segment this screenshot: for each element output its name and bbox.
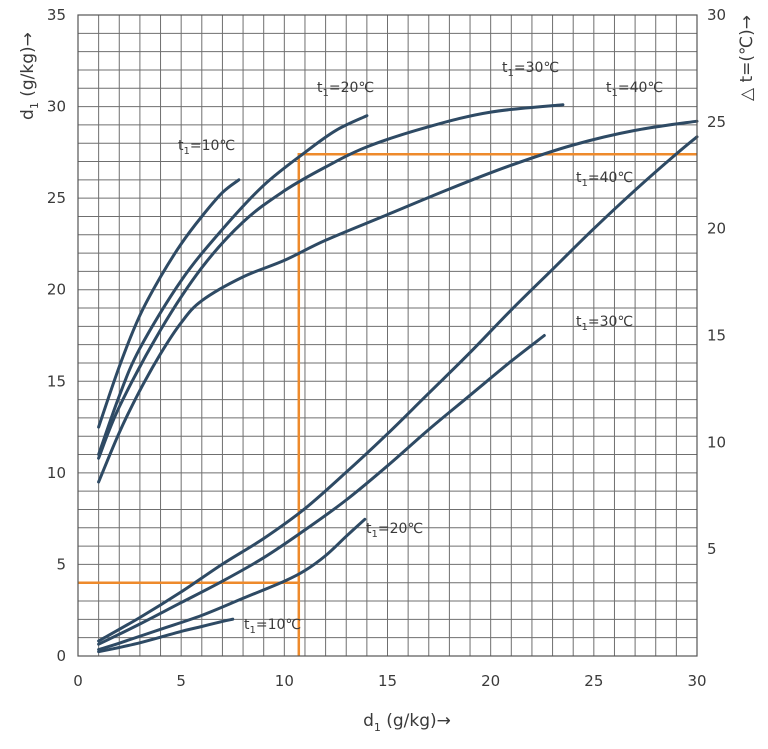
series-line-7 xyxy=(97,135,699,643)
y2-tick-label: 30 xyxy=(707,6,726,24)
y2-tick-labels: 5 10 15 20 25 30 xyxy=(707,6,726,558)
x-tick-label: 30 xyxy=(687,672,706,690)
y-tick-label: 35 xyxy=(47,6,66,24)
x-tick-labels: 0 5 10 15 20 25 30 xyxy=(73,672,706,690)
x-tick-label: 0 xyxy=(73,672,83,690)
x-tick-label: 20 xyxy=(481,672,500,690)
curve-label-0: t1=10℃ xyxy=(178,138,235,157)
y-tick-label: 20 xyxy=(47,281,66,299)
y2-axis-title: △ t=(℃)→ xyxy=(737,15,757,101)
series-line-4 xyxy=(97,617,235,654)
curve-label-7: t1=40℃ xyxy=(576,170,633,189)
y2-tick-label: 5 xyxy=(707,540,717,558)
curve-labels: t1=10℃ t1=20℃ t1=30℃ t1=40℃ t1=10℃ t1=20℃ t1=3… xyxy=(178,60,663,636)
curve-label-6: t1=30℃ xyxy=(576,314,633,333)
series-line-5 xyxy=(97,517,367,652)
curve-label-1: t1=20℃ xyxy=(317,80,374,99)
y-tick-labels: 0 5 10 15 20 25 30 35 xyxy=(47,6,66,665)
y-tick-label: 5 xyxy=(56,555,66,573)
y-tick-label: 30 xyxy=(47,98,66,116)
series-line-3 xyxy=(97,119,699,484)
series-line-6 xyxy=(97,334,546,646)
y2-tick-label: 10 xyxy=(707,433,726,451)
x-tick-label: 10 xyxy=(275,672,294,690)
curve-label-5: t1=20℃ xyxy=(366,521,423,540)
y-tick-label: 0 xyxy=(56,647,66,665)
y2-tick-label: 20 xyxy=(707,220,726,238)
y-tick-label: 25 xyxy=(47,189,66,207)
curve-label-4: t1=10℃ xyxy=(244,617,301,636)
series-lines xyxy=(97,103,699,654)
series-line-0 xyxy=(97,178,241,429)
series-line-1 xyxy=(97,114,369,456)
series-line-2 xyxy=(97,103,565,460)
y2-tick-label: 25 xyxy=(707,113,726,131)
x-tick-label: 25 xyxy=(584,672,603,690)
x-tick-label: 5 xyxy=(176,672,186,690)
x-axis-title: d1 (g/kg)→ xyxy=(363,711,451,734)
y-tick-label: 15 xyxy=(47,372,66,390)
curve-label-3: t1=40℃ xyxy=(606,80,663,99)
grid xyxy=(77,14,698,657)
y2-tick-label: 15 xyxy=(707,327,726,345)
curve-label-2: t1=30℃ xyxy=(502,60,559,79)
y-tick-label: 10 xyxy=(47,464,66,482)
y-axis-title: d1 (g/kg)→ xyxy=(18,32,41,120)
guide-lines xyxy=(78,152,697,656)
x-tick-label: 15 xyxy=(378,672,397,690)
plot-frame xyxy=(77,14,698,657)
guide-line-0 xyxy=(78,152,697,584)
